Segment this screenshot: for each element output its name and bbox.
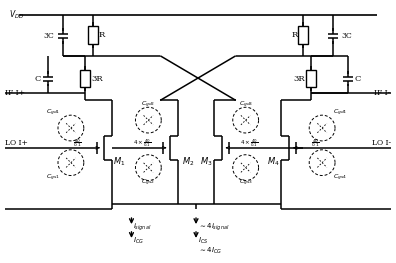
Text: $C_{gs3}$: $C_{gs3}$ bbox=[239, 177, 253, 188]
Text: $M_3$: $M_3$ bbox=[200, 155, 212, 168]
Text: IF I-: IF I- bbox=[374, 89, 390, 97]
Text: $C_{gs1}$: $C_{gs1}$ bbox=[46, 173, 60, 183]
Text: LO I+: LO I+ bbox=[6, 139, 28, 147]
Text: R: R bbox=[291, 31, 297, 39]
Text: C: C bbox=[355, 75, 361, 83]
Text: $\frac{40}{0.1}$: $\frac{40}{0.1}$ bbox=[73, 137, 82, 149]
Text: $\sim 4i_{signal}$: $\sim 4i_{signal}$ bbox=[198, 221, 229, 233]
Text: $C_{gd4}$: $C_{gd4}$ bbox=[333, 108, 347, 118]
Text: 3C: 3C bbox=[342, 32, 352, 40]
Bar bbox=[306, 70, 316, 88]
Text: $\sim 4I_{CG}$: $\sim 4I_{CG}$ bbox=[198, 246, 222, 256]
Text: $\frac{40}{0.1}$: $\frac{40}{0.1}$ bbox=[311, 137, 320, 149]
Text: 3R: 3R bbox=[91, 75, 103, 83]
Text: 3R: 3R bbox=[293, 75, 305, 83]
Text: IF I+: IF I+ bbox=[6, 89, 25, 97]
Text: $C_{gs2}$: $C_{gs2}$ bbox=[141, 177, 155, 188]
Text: $4\times\frac{40}{0.1}$: $4\times\frac{40}{0.1}$ bbox=[133, 137, 152, 149]
Text: $M_2$: $M_2$ bbox=[182, 155, 194, 168]
Text: $I_{CG}$: $I_{CG}$ bbox=[133, 236, 145, 246]
Text: $i_{signal}$: $i_{signal}$ bbox=[133, 221, 152, 233]
Text: R: R bbox=[99, 31, 105, 39]
Text: $4\times\frac{40}{0.1}$: $4\times\frac{40}{0.1}$ bbox=[240, 137, 259, 149]
Text: $C_{gd1}$: $C_{gd1}$ bbox=[46, 108, 60, 118]
Text: 3C: 3C bbox=[44, 32, 54, 40]
Bar bbox=[80, 70, 90, 88]
Bar bbox=[298, 26, 308, 44]
Text: $M_4$: $M_4$ bbox=[267, 155, 280, 168]
Bar bbox=[88, 26, 98, 44]
Text: C: C bbox=[35, 75, 41, 83]
Text: $C_{gs4}$: $C_{gs4}$ bbox=[333, 173, 347, 183]
Text: $M_1$: $M_1$ bbox=[113, 155, 126, 168]
Text: $C_{gd3}$: $C_{gd3}$ bbox=[238, 100, 253, 110]
Text: $C_{gd2}$: $C_{gd2}$ bbox=[141, 100, 156, 110]
Text: LO I-: LO I- bbox=[371, 139, 390, 147]
Text: $V_{DD}$: $V_{DD}$ bbox=[10, 9, 25, 22]
Text: $I_{CS}$: $I_{CS}$ bbox=[198, 236, 208, 246]
